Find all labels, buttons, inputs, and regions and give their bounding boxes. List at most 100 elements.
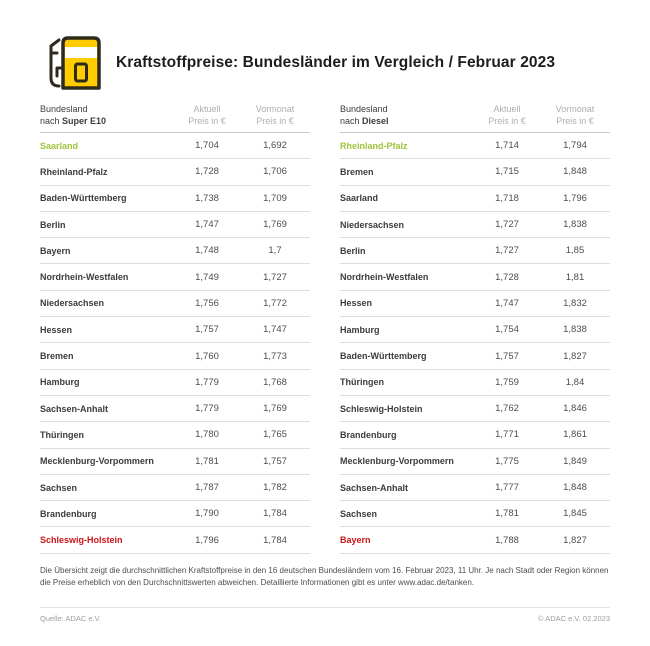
- table-rows: Rheinland-Pfalz 1,714 1,794 Bremen 1,715 1,84…: [340, 133, 610, 554]
- column-header-current: Aktuell Preis in €: [488, 104, 526, 126]
- current-price: 1,779: [195, 403, 219, 415]
- state-name: Schleswig-Holstein: [40, 535, 123, 546]
- table-row: Sachsen 1,781 1,845: [340, 501, 610, 528]
- current-price: 1,781: [195, 455, 219, 467]
- previous-price: 1,765: [263, 429, 287, 441]
- previous-price: 1,827: [563, 534, 587, 546]
- current-price: 1,790: [195, 508, 219, 520]
- current-price: 1,728: [495, 271, 519, 283]
- current-price: 1,762: [495, 403, 519, 415]
- state-name: Niedersachsen: [340, 219, 405, 230]
- previous-price: 1,7: [268, 245, 282, 257]
- state-name: Sachsen-Anhalt: [40, 403, 109, 414]
- current-price: 1,727: [495, 219, 519, 231]
- table-header: Bundesland nach Super E10 Aktuell Preis …: [40, 104, 310, 133]
- previous-price: 1,784: [263, 534, 287, 546]
- state-name: Hamburg: [340, 324, 380, 335]
- previous-price: 1,773: [263, 350, 287, 362]
- state-name: Brandenburg: [340, 429, 397, 440]
- state-name: Saarland: [40, 140, 79, 151]
- previous-price: 1,692: [263, 140, 287, 152]
- previous-price: 1,727: [263, 271, 287, 283]
- table-row: Saarland 1,704 1,692: [40, 133, 310, 160]
- table-row: Hessen 1,757 1,747: [40, 317, 310, 344]
- state-name: Niedersachsen: [40, 298, 105, 309]
- table-row: Baden-Württemberg 1,738 1,709: [40, 186, 310, 212]
- previous-price: 1,85: [565, 245, 585, 257]
- previous-price: 1,768: [263, 376, 287, 388]
- state-name: Berlin: [40, 219, 66, 230]
- table-rows: Saarland 1,704 1,692 Rheinland-Pfalz 1,728 1,…: [40, 133, 310, 554]
- source-line: Quelle: ADAC e.V. © ADAC e.V. 02.2023: [40, 606, 610, 623]
- table-row: Nordrhein-Westfalen 1,749 1,727: [40, 264, 310, 291]
- table-row: Hamburg 1,779 1,768: [40, 370, 310, 396]
- table-row: Berlin 1,747 1,769: [40, 212, 310, 239]
- previous-price: 1,796: [563, 192, 587, 204]
- table-row: Rheinland-Pfalz 1,714 1,794: [340, 133, 610, 160]
- table-row: Schleswig-Holstein 1,796 1,784: [40, 527, 310, 554]
- column-header-bundesland: Bundesland nach Super E10: [40, 104, 174, 127]
- table-row: Brandenburg 1,771 1,861: [340, 422, 610, 449]
- table-row: Bayern 1,788 1,827: [340, 527, 610, 554]
- previous-price: 1,747: [263, 324, 287, 336]
- table-row: Hamburg 1,754 1,838: [340, 317, 610, 344]
- table-row: Hessen 1,747 1,832: [340, 291, 610, 318]
- previous-price: 1,769: [263, 219, 287, 231]
- column-header-bundesland: Bundesland nach Diesel: [340, 104, 474, 127]
- previous-price: 1,838: [563, 219, 587, 231]
- page-title: Kraftstoffpreise: Bundesländer im Vergle…: [116, 54, 556, 71]
- current-price: 1,748: [195, 245, 219, 257]
- state-name: Thüringen: [340, 377, 384, 388]
- current-price: 1,747: [495, 297, 519, 309]
- current-price: 1,779: [195, 376, 219, 388]
- current-price: 1,760: [195, 350, 219, 362]
- fuel-name: Super E10: [62, 115, 107, 126]
- table-row: Sachsen 1,787 1,782: [40, 475, 310, 502]
- state-name: Thüringen: [40, 429, 84, 440]
- current-price: 1,738: [195, 192, 219, 204]
- state-name: Sachsen: [340, 508, 378, 519]
- state-name: Berlin: [340, 245, 366, 256]
- previous-price: 1,81: [565, 271, 585, 283]
- previous-price: 1,782: [263, 482, 287, 493]
- table-super-e10: Bundesland nach Super E10 Aktuell Preis …: [40, 104, 310, 554]
- fuel-pump-icon: [49, 36, 101, 90]
- previous-price: 1,848: [563, 482, 587, 493]
- table-row: Thüringen 1,780 1,765: [40, 422, 310, 449]
- state-name: Saarland: [340, 193, 379, 204]
- column-header-previous: Vormonat Preis in €: [555, 104, 595, 126]
- table-header: Bundesland nach Diesel Aktuell Preis in …: [340, 104, 610, 133]
- state-name: Baden-Württemberg: [40, 193, 127, 204]
- current-price: 1,718: [495, 192, 519, 204]
- current-price: 1,749: [195, 271, 219, 283]
- state-name: Bremen: [40, 351, 74, 362]
- column-header-line2: nach Super E10: [40, 115, 107, 126]
- table-row: Sachsen-Anhalt 1,779 1,769: [40, 396, 310, 423]
- state-name: Schleswig-Holstein: [340, 403, 423, 414]
- previous-price: 1,846: [563, 403, 587, 415]
- current-price: 1,727: [495, 245, 519, 257]
- previous-price: 1,861: [563, 429, 587, 441]
- current-price: 1,771: [495, 429, 519, 441]
- column-header-line2: nach Diesel: [340, 115, 389, 126]
- state-name: Sachsen: [40, 482, 78, 493]
- copyright-label: © ADAC e.V. 02.2023: [538, 613, 610, 623]
- table-row: Brandenburg 1,790 1,784: [40, 501, 310, 528]
- state-name: Nordrhein-Westfalen: [40, 272, 129, 283]
- current-price: 1,759: [495, 376, 519, 388]
- table-row: Nordrhein-Westfalen 1,728 1,81: [340, 264, 610, 291]
- table-row: Bayern 1,748 1,7: [40, 238, 310, 265]
- previous-price: 1,772: [263, 297, 287, 309]
- state-name: Bayern: [40, 245, 71, 256]
- state-name: Mecklenburg-Vorpommern: [40, 456, 154, 467]
- state-name: Sachsen-Anhalt: [340, 482, 409, 493]
- state-name: Bayern: [340, 535, 371, 546]
- state-name: Hessen: [340, 298, 373, 309]
- state-name: Rheinland-Pfalz: [340, 140, 408, 151]
- previous-price: 1,794: [563, 140, 587, 152]
- state-name: Hamburg: [40, 377, 80, 388]
- state-name: Hessen: [40, 324, 73, 335]
- table-row: Baden-Württemberg 1,757 1,827: [340, 343, 610, 370]
- table-row: Sachsen-Anhalt 1,777 1,848: [340, 475, 610, 502]
- current-price: 1,775: [495, 455, 519, 467]
